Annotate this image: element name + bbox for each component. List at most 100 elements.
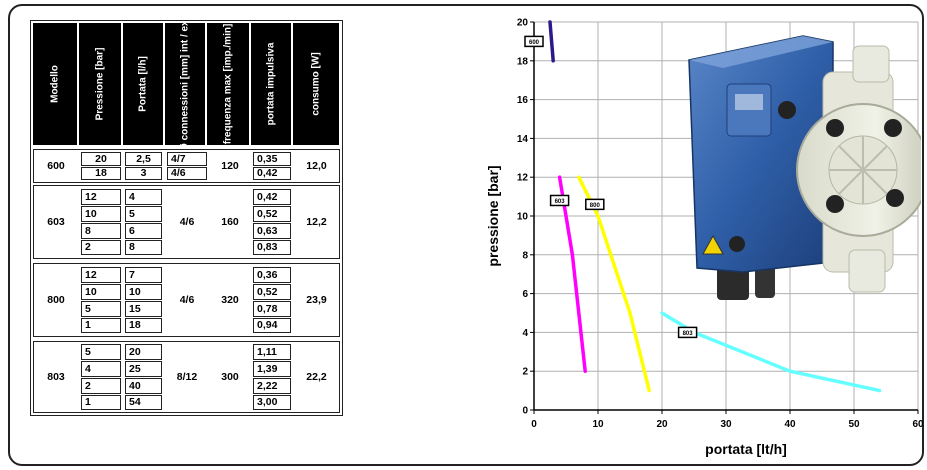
x-axis-label: portata [lt/h]: [705, 441, 787, 457]
impulsive-cell: 0,35: [253, 152, 291, 166]
series-line-800: [577, 175, 651, 393]
impulsive-cell: 0,42: [253, 167, 291, 180]
pressure-cell: 18: [81, 167, 121, 180]
header-modello: Modello: [33, 23, 77, 145]
header-consumo: consumo [W]: [293, 23, 339, 145]
series-line-803: [660, 311, 882, 393]
header-pressione: Pressione [bar]: [79, 23, 121, 145]
pressure-cell: 5: [81, 301, 121, 317]
pressure-cell: 12: [81, 267, 121, 283]
x-tick-label: 60: [912, 419, 924, 430]
frequency-cell: 120: [221, 159, 239, 172]
consumption-cell: 22,2: [306, 370, 327, 383]
frequency-cell: 320: [221, 293, 239, 306]
model-group-803: 803 5 20 4 25 2 40 1 54 8/12 300 1,11 1,…: [33, 341, 340, 413]
frequency-cell: 300: [221, 370, 239, 383]
pressure-cell: 4: [81, 361, 121, 377]
frequency-cell: 160: [221, 215, 239, 228]
y-tick-label: 16: [517, 95, 529, 106]
flow-cell: 3: [125, 167, 162, 180]
header-portata-impulsiva: portata impulsiva: [251, 23, 291, 145]
specifications-table: Modello Pressione [bar] Portata [l/h] Ø …: [30, 20, 343, 416]
series-label-803: 803: [683, 331, 694, 337]
flow-cell: 20: [125, 344, 162, 360]
flow-cell: 54: [125, 395, 162, 410]
flow-cell: 5: [125, 206, 162, 222]
flow-cell: 40: [125, 378, 162, 394]
model-name: 800: [47, 293, 65, 306]
series-line-603: [557, 175, 587, 373]
series-label-box: [585, 198, 605, 211]
connection-cell: 8/12: [176, 370, 198, 383]
x-tick-label: 40: [784, 419, 796, 430]
consumption-cell: 23,9: [306, 293, 327, 306]
header-connessioni: Ø connessioni [mm] int / ext: [165, 23, 205, 145]
impulsive-cell: 3,00: [253, 395, 291, 410]
y-axis-label: pressione [bar]: [485, 165, 501, 266]
model-group-600: 600 20 2,5 18 3 4/7 4/6 120 0,35 0,42 12…: [33, 149, 340, 183]
series-label-603: 603: [555, 199, 566, 205]
header-frequenza: frequenza max [imp./min]: [207, 23, 249, 145]
pressure-cell: 8: [81, 223, 121, 239]
model-name: 600: [47, 159, 65, 172]
model-group-603: 603 12 4 10 5 8 6 2 8 4/6 160 0,42 0,52 …: [33, 185, 340, 259]
x-tick-label: 30: [720, 419, 732, 430]
model-name: 603: [47, 215, 65, 228]
model-group-800: 800 12 7 10 10 5 15 1 18 4/6 320 0,36 0,…: [33, 263, 340, 337]
x-tick-label: 10: [592, 419, 604, 430]
pressure-cell: 20: [81, 152, 121, 166]
x-tick-label: 0: [531, 419, 537, 430]
metering-pump-photo: [683, 32, 927, 310]
flow-cell: 4: [125, 189, 162, 205]
impulsive-cell: 1,11: [253, 344, 291, 360]
connection-cell: 4/7: [167, 152, 207, 166]
y-tick-label: 10: [517, 212, 529, 223]
header-portata: Portata [l/h]: [123, 23, 163, 145]
x-tick-label: 20: [656, 419, 668, 430]
impulsive-cell: 0,36: [253, 267, 291, 283]
impulsive-cell: 0,42: [253, 189, 291, 205]
x-tick-label: 50: [848, 419, 860, 430]
series-label-box: [524, 35, 544, 48]
flow-cell: 2,5: [125, 152, 162, 166]
impulsive-cell: 0,83: [253, 240, 291, 255]
flow-cell: 25: [125, 361, 162, 377]
impulsive-cell: 0,63: [253, 223, 291, 239]
y-tick-label: 8: [522, 250, 528, 261]
pump-illustration: [688, 35, 927, 300]
flow-cell: 18: [125, 318, 162, 333]
series-label-box: [677, 326, 698, 339]
consumption-cell: 12,2: [306, 215, 327, 228]
pressure-cell: 2: [81, 240, 121, 255]
y-tick-label: 14: [517, 134, 529, 145]
series-line-600: [548, 20, 555, 63]
y-tick-label: 2: [522, 367, 528, 378]
connection-cell: 4/6: [167, 167, 207, 180]
impulsive-cell: 0,52: [253, 206, 291, 222]
y-tick-label: 6: [522, 289, 528, 300]
connection-cell: 4/6: [179, 215, 195, 228]
flow-cell: 15: [125, 301, 162, 317]
model-name: 803: [47, 370, 65, 383]
impulsive-cell: 0,94: [253, 318, 291, 333]
y-tick-label: 4: [522, 328, 528, 339]
flow-cell: 10: [125, 284, 162, 300]
y-tick-label: 0: [522, 406, 528, 417]
pressure-cell: 2: [81, 378, 121, 394]
series-label-box: [549, 194, 570, 207]
series-label-600: 600: [529, 40, 540, 46]
pressure-cell: 1: [81, 318, 121, 333]
flow-cell: 7: [125, 267, 162, 283]
document-frame: [8, 4, 924, 466]
y-tick-label: 20: [517, 18, 529, 29]
pressure-cell: 12: [81, 189, 121, 205]
impulsive-cell: 0,78: [253, 301, 291, 317]
flow-cell: 8: [125, 240, 162, 255]
impulsive-cell: 0,52: [253, 284, 291, 300]
y-tick-label: 12: [517, 173, 529, 184]
pressure-cell: 1: [81, 395, 121, 410]
consumption-cell: 12,0: [306, 159, 327, 172]
pressure-cell: 10: [81, 206, 121, 222]
y-tick-label: 18: [517, 56, 529, 67]
impulsive-cell: 2,22: [253, 378, 291, 394]
